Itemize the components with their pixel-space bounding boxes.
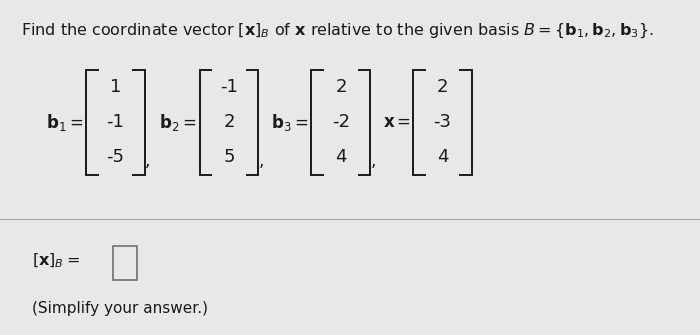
Text: -5: -5	[106, 148, 125, 166]
Text: 2: 2	[335, 78, 346, 96]
Text: ,: ,	[145, 152, 150, 170]
Text: 1: 1	[110, 78, 121, 96]
Text: Find the coordinate vector $[\mathbf{x}]_B$ of $\mathbf{x}$ relative to the give: Find the coordinate vector $[\mathbf{x}]…	[21, 22, 654, 40]
Text: $\mathbf{b}_1 =$: $\mathbf{b}_1 =$	[46, 112, 83, 133]
Text: ,: ,	[258, 152, 264, 170]
Text: 5: 5	[223, 148, 235, 166]
FancyBboxPatch shape	[113, 246, 136, 280]
Text: -1: -1	[106, 113, 125, 131]
Text: -2: -2	[332, 113, 350, 131]
Text: 2: 2	[223, 113, 235, 131]
Text: -3: -3	[433, 113, 452, 131]
Text: $[\mathbf{x}]_B =$: $[\mathbf{x}]_B =$	[32, 252, 80, 270]
Text: (Simplify your answer.): (Simplify your answer.)	[32, 301, 207, 316]
Text: $\mathbf{b}_3 =$: $\mathbf{b}_3 =$	[271, 112, 308, 133]
Text: 4: 4	[437, 148, 448, 166]
Text: 2: 2	[437, 78, 448, 96]
Text: $\mathbf{x} =$: $\mathbf{x} =$	[383, 113, 411, 131]
Text: $\mathbf{b}_2 =$: $\mathbf{b}_2 =$	[159, 112, 196, 133]
Text: 4: 4	[335, 148, 346, 166]
Text: -1: -1	[220, 78, 238, 96]
Text: ,: ,	[370, 152, 376, 170]
